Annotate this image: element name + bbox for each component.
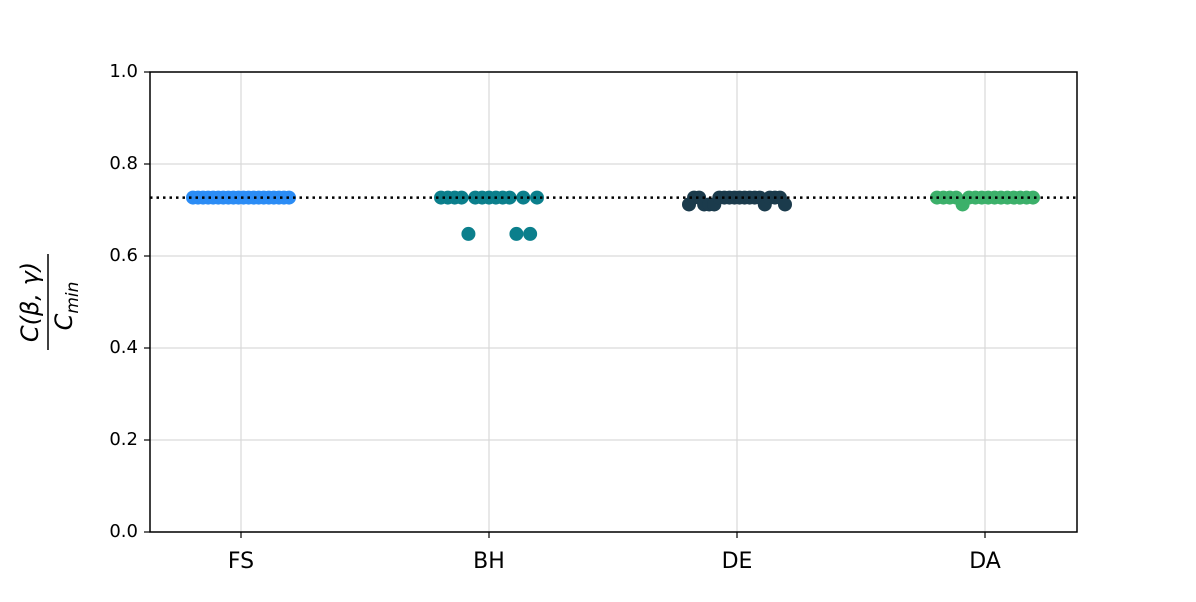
dot bbox=[712, 190, 727, 205]
dot bbox=[509, 226, 524, 241]
dot bbox=[778, 197, 792, 212]
dot bbox=[955, 197, 970, 212]
dot bbox=[1013, 190, 1028, 205]
dot bbox=[440, 190, 455, 205]
dot bbox=[1026, 190, 1040, 205]
dot bbox=[251, 190, 266, 205]
y-tick-label: 1.0 bbox=[109, 61, 138, 82]
y-tick-label: 0.2 bbox=[109, 429, 138, 450]
dot bbox=[530, 190, 544, 205]
y-label-denominator: Cmin bbox=[50, 282, 83, 331]
y-axis-label: C(β, γ) Cmin bbox=[16, 254, 83, 350]
x-tick-label: DA bbox=[969, 549, 1001, 574]
y-tick-label: 0.0 bbox=[109, 521, 138, 542]
dot bbox=[461, 226, 476, 241]
y-tick-label: 0.6 bbox=[109, 245, 138, 266]
y-tick-label: 0.4 bbox=[109, 337, 138, 358]
dot bbox=[1000, 190, 1015, 205]
y-label-numerator: C(β, γ) bbox=[16, 262, 44, 342]
x-tick-label: BH bbox=[473, 549, 505, 574]
y-tick-label: 0.8 bbox=[109, 153, 138, 174]
x-tick-label: DE bbox=[722, 549, 753, 574]
plot-frame bbox=[149, 71, 1078, 533]
y-label-denominator-main: C bbox=[50, 313, 78, 330]
y-label-denominator-sub: min bbox=[63, 282, 83, 314]
dot bbox=[968, 190, 983, 205]
dot bbox=[523, 226, 538, 241]
dot bbox=[516, 190, 531, 205]
dot bbox=[987, 190, 1002, 205]
x-tick-label: FS bbox=[228, 549, 254, 574]
